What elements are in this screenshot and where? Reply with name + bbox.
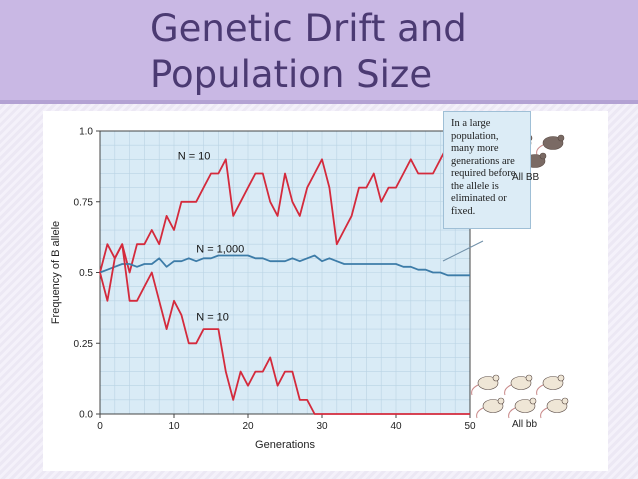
light-mouse-icon-body: [482, 399, 504, 413]
light-mouse-icon-ear: [497, 397, 505, 405]
light-mouse-icon-body: [546, 399, 568, 413]
callout-leader: [442, 240, 484, 262]
slide-title: Genetic Drift and Population Size: [150, 6, 610, 98]
y-tick-label: 0.75: [74, 197, 94, 208]
light-mouse-icon-ear: [492, 374, 500, 382]
x-tick-label: 0: [97, 421, 103, 432]
series-line-3: [99, 243, 470, 415]
light-mouse-icon-ear: [525, 374, 533, 382]
dark-mouse-icon-ear: [557, 134, 565, 142]
light-mouse-icon-ear: [561, 397, 569, 405]
dark-mouse-icon-tail: [536, 144, 544, 156]
light-mouse-icon-body: [477, 376, 499, 390]
series-line-2: [99, 254, 470, 277]
slide-title-line1: Genetic Drift and: [150, 7, 467, 50]
y-tick-label: 0.25: [74, 339, 94, 350]
drift-chart: 0 10 20 30 40 50 0.0 0.25 0.5 0.75 1.0 Generations F…: [50, 127, 569, 451]
x-tick-label: 10: [168, 421, 180, 432]
all-bb-label: All BB: [512, 172, 540, 183]
x-tick-label: 50: [464, 421, 476, 432]
light-mouse-icon-ear: [557, 374, 565, 382]
all-bb-lower-label: All bb: [512, 419, 538, 430]
x-axis-label: Generations: [255, 439, 315, 451]
light-mouse-icon-body: [514, 399, 536, 413]
light-mouse-icon-tail: [536, 384, 544, 396]
light-mouse-icon-body: [510, 376, 532, 390]
light-mouse-icon-tail: [504, 384, 512, 396]
dark-mouse-icon-body: [542, 136, 564, 150]
y-tick-label: 0.5: [79, 268, 93, 279]
series-annotation: N = 1,000: [196, 244, 244, 256]
callout-text: In a large population, many more generat…: [451, 118, 516, 217]
x-tick-label: 40: [390, 421, 402, 432]
y-tick-label: 1.0: [79, 127, 93, 138]
slide-title-line2: Population Size: [150, 53, 433, 96]
y-tick-label: 0.0: [79, 410, 93, 421]
x-tick-label: 20: [242, 421, 254, 432]
y-axis-label: Frequency of B allele: [50, 221, 62, 324]
light-mouse-icon-tail: [476, 407, 484, 419]
light-mouse-icon-ear: [529, 397, 537, 405]
series-annotation: N = 10: [178, 150, 211, 162]
light-mouse-icon-tail: [508, 407, 516, 419]
light-mouse-icon-tail: [540, 407, 548, 419]
x-tick-label: 30: [316, 421, 328, 432]
dark-mouse-icon-ear: [539, 152, 547, 160]
series-line-1: [99, 130, 471, 274]
title-band: Genetic Drift and Population Size: [0, 0, 638, 104]
light-mouse-icon-body: [542, 376, 564, 390]
series-annotation: N = 10: [196, 312, 229, 324]
callout-box: In a large population, many more generat…: [443, 111, 531, 229]
light-mouse-icon-tail: [471, 384, 479, 396]
